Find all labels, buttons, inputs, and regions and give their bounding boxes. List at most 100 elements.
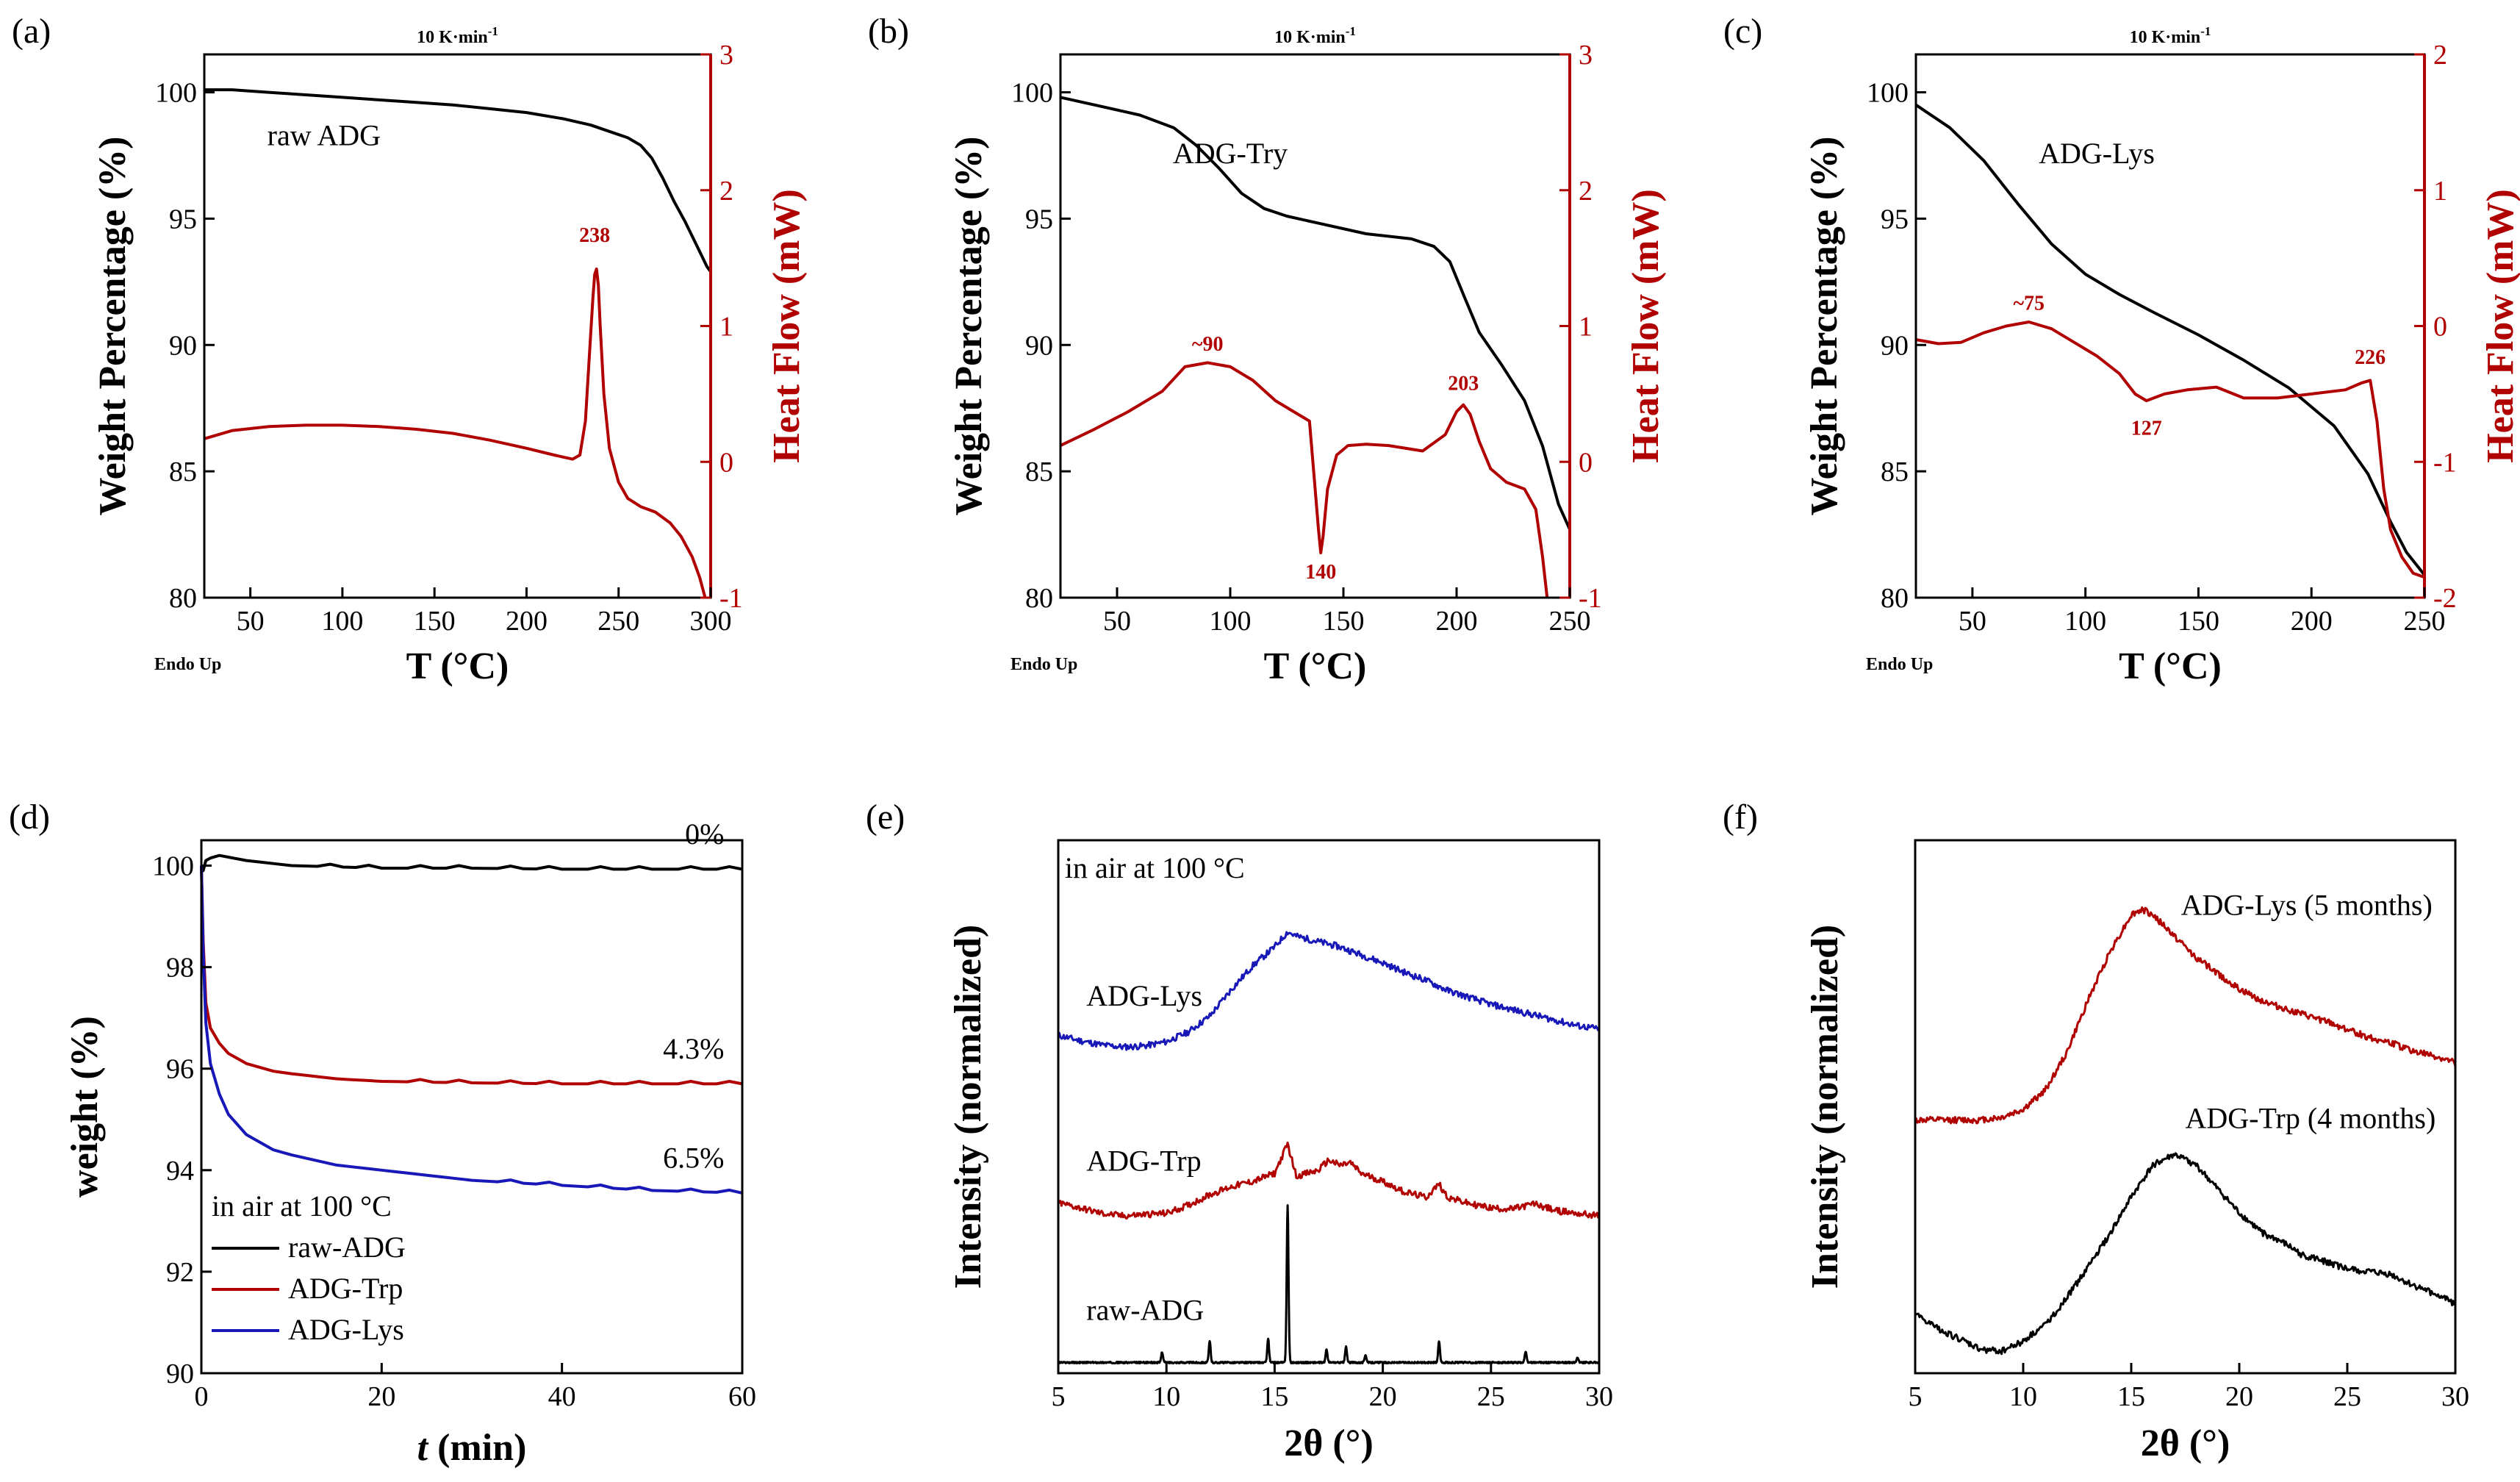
peak-annotation: 226 — [2355, 346, 2386, 369]
chart-title-sup: -1 — [1346, 24, 1356, 38]
y2-tick-label: 1 — [1579, 312, 1593, 343]
x-axis-label-unit: (min) — [428, 1427, 526, 1469]
panel-d: (d) 0% 4.3% 6.5% 0 20 40 60 90 92 94 96 98 100 t (min)… — [9, 798, 756, 1469]
dsc-curve — [1915, 321, 2425, 579]
y-tick-label: 90 — [1881, 330, 1909, 361]
x-tick-label: 200 — [2291, 606, 2333, 637]
y2-tick-label: 1 — [2433, 176, 2447, 207]
chart-title: 10 K·min-1 — [2130, 24, 2211, 47]
chart-title-text: 10 K·min — [417, 28, 488, 47]
y2-tick-label: 2 — [1579, 176, 1593, 207]
y2-tick-label: -2 — [2433, 583, 2457, 614]
condition-note: in air at 100 °C — [1065, 851, 1245, 884]
y-tick-label: 94 — [166, 1156, 194, 1186]
x-tick-label: 200 — [1436, 606, 1478, 637]
peak-annotation: 203 — [1448, 372, 1479, 395]
y2-tick-label: -1 — [719, 583, 743, 614]
x-tick-label: 250 — [597, 606, 639, 637]
chart-title-sup: -1 — [488, 24, 498, 38]
y-tick-label: 90 — [169, 330, 197, 361]
x-tick-label: 150 — [2178, 606, 2219, 637]
final-loss-label: 0% — [685, 817, 724, 851]
y-tick-label: 95 — [1881, 204, 1909, 235]
panel-f: (f) 5 10 15 20 25 30 2θ (°) Intensity (normalize… — [1723, 798, 2469, 1464]
chart-title-text: 10 K·min — [1274, 28, 1346, 47]
final-loss-label: 6.5% — [663, 1141, 724, 1174]
x-tick-label: 30 — [2441, 1381, 2469, 1412]
y2-tick-label: 1 — [719, 312, 733, 343]
y2-tick-label: 2 — [2433, 40, 2447, 71]
chart-title: 10 K·min-1 — [1274, 24, 1356, 47]
chart-title: 10 K·min-1 — [417, 24, 498, 47]
chart-title-sup: -1 — [2200, 24, 2211, 38]
legend-entry: raw-ADG — [288, 1231, 406, 1264]
y-tick-label: 96 — [166, 1054, 194, 1085]
x-tick-label: 5 — [1052, 1381, 1066, 1412]
panel-c: (c) 10 K·min-150 100 150 200 25080859095100-2… — [1723, 12, 2520, 687]
legend-title: in air at 100 °C — [212, 1189, 392, 1223]
peak-annotation: ~75 — [2013, 292, 2045, 315]
x-tick-label: 100 — [1210, 606, 1252, 637]
series-label: ADG-Try — [1173, 137, 1288, 170]
x-axis-label: t (min) — [417, 1427, 527, 1469]
y2-tick-label: 0 — [2433, 312, 2447, 343]
x-tick-label: 250 — [2404, 606, 2446, 637]
x-tick-label: 60 — [728, 1381, 756, 1412]
x-tick-label: 150 — [414, 606, 456, 637]
y-axis-label: Weight Percentage (%) — [948, 137, 990, 516]
x-tick-label: 20 — [367, 1381, 395, 1412]
peak-annotation: 140 — [1305, 561, 1336, 584]
tga-curve — [204, 88, 712, 273]
chart-title-text: 10 K·min — [2130, 28, 2201, 47]
y2-axis-label: Heat Flow (mW) — [2480, 189, 2520, 463]
x-tick-label: 100 — [2064, 606, 2106, 637]
peak-annotation: 238 — [579, 224, 610, 247]
y-tick-label: 92 — [166, 1257, 194, 1288]
x-tick-label: 100 — [321, 606, 363, 637]
panel-label: (b) — [868, 12, 909, 51]
panel-label: (e) — [866, 798, 905, 837]
endo-up-label: Endo Up — [1866, 655, 1933, 674]
y-tick-label: 100 — [155, 78, 197, 109]
plot-frame — [1057, 839, 1601, 1375]
panel-b: (b) 10 K·min-150 100 150 200 25080859095100-1… — [868, 12, 1667, 687]
series-label: raw-ADG — [1086, 1294, 1204, 1327]
x-axis-label: T (°C) — [406, 645, 509, 687]
y-axis-label: weight (%) — [64, 1016, 106, 1198]
y-tick-label: 80 — [1881, 583, 1909, 614]
y-tick-label: 98 — [166, 953, 194, 984]
series-label: ADG-Lys (5 months) — [2181, 889, 2433, 922]
xrd-pattern-0 — [1057, 931, 1601, 1051]
y2-tick-label: 0 — [719, 447, 733, 478]
panel-label: (f) — [1723, 798, 1758, 837]
x-tick-label: 30 — [1585, 1381, 1613, 1412]
xrd-pattern-2 — [1057, 1204, 1601, 1365]
endo-up-label: Endo Up — [1010, 655, 1077, 674]
y-tick-label: 95 — [169, 204, 197, 235]
series-line-1 — [200, 865, 743, 1086]
y2-axis-label: Heat Flow (mW) — [766, 189, 808, 463]
panel-label: (a) — [12, 12, 51, 51]
y-tick-label: 85 — [1025, 457, 1053, 487]
series-line-2 — [200, 865, 743, 1195]
plot-frame — [1059, 53, 1571, 599]
series-label: ADG-Lys — [1086, 979, 1202, 1012]
x-axis-label: T (°C) — [2119, 645, 2222, 687]
legend-entry: ADG-Trp — [288, 1272, 403, 1305]
y-tick-label: 80 — [1025, 583, 1053, 614]
x-axis-label-var: t — [417, 1427, 429, 1469]
legend-entry: ADG-Lys — [288, 1313, 404, 1346]
x-tick-label: 40 — [548, 1381, 576, 1412]
x-axis-label: 2θ (°) — [2141, 1422, 2230, 1464]
x-tick-label: 0 — [195, 1381, 209, 1412]
x-tick-label: 200 — [506, 606, 548, 637]
y2-tick-label: 2 — [719, 176, 733, 207]
x-axis-label: T (°C) — [1264, 645, 1367, 687]
x-axis-label: 2θ (°) — [1284, 1422, 1374, 1464]
peak-annotation: ~90 — [1192, 333, 1224, 356]
x-tick-label: 5 — [1909, 1381, 1923, 1412]
y2-tick-label: -1 — [1579, 583, 1602, 614]
x-tick-label: 10 — [2009, 1381, 2037, 1412]
y-tick-label: 100 — [1011, 78, 1053, 109]
y-axis-label: Intensity (normalized) — [1804, 925, 1846, 1289]
